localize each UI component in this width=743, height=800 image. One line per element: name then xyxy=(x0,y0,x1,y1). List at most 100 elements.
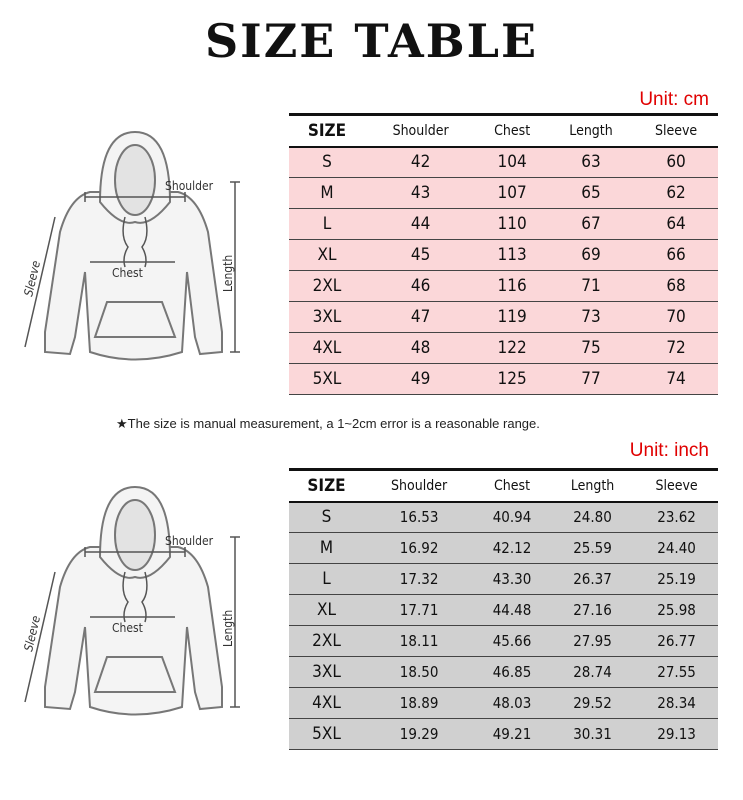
hoodie-diagram: Shoulder Chest Length Sleeve xyxy=(21,130,240,361)
value-cell: 27.95 xyxy=(549,625,636,657)
value-cell: 17.71 xyxy=(364,594,475,626)
hoodie-diagram-cm: Shoulder Chest Length Sleeve xyxy=(10,122,260,362)
column-header: Sleeve xyxy=(634,113,718,148)
value-cell: 75 xyxy=(547,332,635,364)
sleeve-label: Sleeve xyxy=(21,614,43,653)
column-header: SIZE xyxy=(289,468,365,503)
value-cell: 48 xyxy=(364,332,477,364)
value-cell: 25.19 xyxy=(635,563,718,595)
value-cell: 45 xyxy=(364,239,477,271)
value-cell: 27.16 xyxy=(549,594,636,626)
table-row: 5XL 19.29 49.21 30.31 29.13 xyxy=(289,718,718,750)
value-cell: 28.74 xyxy=(549,656,636,688)
value-cell: 104 xyxy=(476,146,548,178)
value-cell: 30.31 xyxy=(549,718,636,750)
value-cell: 18.89 xyxy=(364,687,475,719)
size-table-inch: SIZE Shoulder Chest Length Sleeve S 16.53 40.94… xyxy=(289,468,718,750)
value-cell: 43.30 xyxy=(474,563,550,595)
column-header: Length xyxy=(549,468,636,503)
value-cell: 48.03 xyxy=(474,687,550,719)
value-cell: 27.55 xyxy=(635,656,718,688)
column-header: Sleeve xyxy=(635,468,718,503)
column-header: Shoulder xyxy=(364,468,475,503)
value-cell: 26.37 xyxy=(549,563,636,595)
value-cell: 45.66 xyxy=(474,625,550,657)
value-cell: 44 xyxy=(364,208,477,240)
value-cell: 67 xyxy=(547,208,635,240)
chest-label: Chest xyxy=(112,621,143,635)
unit-label-inch: Unit: inch xyxy=(629,440,709,461)
size-cell: 3XL xyxy=(289,301,365,333)
table-row: XL 17.71 44.48 27.16 25.98 xyxy=(289,594,718,626)
value-cell: 122 xyxy=(476,332,548,364)
table-row: XL 45 113 69 66 xyxy=(289,239,718,271)
table-row: L 44 110 67 64 xyxy=(289,208,718,240)
value-cell: 24.40 xyxy=(635,532,718,564)
size-cell: M xyxy=(289,532,365,564)
value-cell: 64 xyxy=(634,208,718,240)
length-label: Length xyxy=(221,610,235,647)
table-row: L 17.32 43.30 26.37 25.19 xyxy=(289,563,718,595)
value-cell: 29.52 xyxy=(549,687,636,719)
value-cell: 110 xyxy=(476,208,548,240)
size-cell: S xyxy=(289,501,365,533)
size-table-cm: SIZE Shoulder Chest Length Sleeve S 42 104 63 60 M… xyxy=(289,113,718,395)
value-cell: 42 xyxy=(364,146,477,178)
value-cell: 28.34 xyxy=(635,687,718,719)
value-cell: 60 xyxy=(634,146,718,178)
value-cell: 16.92 xyxy=(364,532,475,564)
size-cell: XL xyxy=(289,594,365,626)
column-header: Chest xyxy=(474,468,550,503)
unit-label-cm: Unit: cm xyxy=(639,89,709,110)
table-row: M 43 107 65 62 xyxy=(289,177,718,209)
shoulder-label: Shoulder xyxy=(165,179,214,193)
value-cell: 25.98 xyxy=(635,594,718,626)
value-cell: 119 xyxy=(476,301,548,333)
sleeve-label: Sleeve xyxy=(21,259,43,298)
value-cell: 46.85 xyxy=(474,656,550,688)
value-cell: 29.13 xyxy=(635,718,718,750)
hoodie-diagram-inch: Shoulder Chest Length Sleeve xyxy=(10,477,260,717)
table-row: M 16.92 42.12 25.59 24.40 xyxy=(289,532,718,564)
value-cell: 107 xyxy=(476,177,548,209)
table-row: 4XL 48 122 75 72 xyxy=(289,332,718,364)
table-row: S 16.53 40.94 24.80 23.62 xyxy=(289,501,718,533)
value-cell: 19.29 xyxy=(364,718,475,750)
size-cell: 3XL xyxy=(289,656,365,688)
column-header: Chest xyxy=(476,113,548,148)
value-cell: 24.80 xyxy=(549,501,636,533)
value-cell: 70 xyxy=(634,301,718,333)
value-cell: 116 xyxy=(476,270,548,302)
value-cell: 65 xyxy=(547,177,635,209)
size-cell: M xyxy=(289,177,365,209)
header-row: SIZE Shoulder Chest Length Sleeve xyxy=(289,468,718,503)
size-cell: XL xyxy=(289,239,365,271)
value-cell: 18.50 xyxy=(364,656,475,688)
size-cell: 5XL xyxy=(289,718,365,750)
value-cell: 77 xyxy=(547,363,635,395)
value-cell: 62 xyxy=(634,177,718,209)
value-cell: 16.53 xyxy=(364,501,475,533)
value-cell: 125 xyxy=(476,363,548,395)
column-header: Shoulder xyxy=(364,113,477,148)
value-cell: 43 xyxy=(364,177,477,209)
size-cell: 2XL xyxy=(289,625,365,657)
shoulder-label: Shoulder xyxy=(165,534,214,548)
table-row: S 42 104 63 60 xyxy=(289,146,718,178)
value-cell: 25.59 xyxy=(549,532,636,564)
size-cell: S xyxy=(289,146,365,178)
size-cell: 4XL xyxy=(289,332,365,364)
table-row: 3XL 47 119 73 70 xyxy=(289,301,718,333)
table-row: 5XL 49 125 77 74 xyxy=(289,363,718,395)
value-cell: 46 xyxy=(364,270,477,302)
table-row: 4XL 18.89 48.03 29.52 28.34 xyxy=(289,687,718,719)
size-cell: 2XL xyxy=(289,270,365,302)
size-cell: 5XL xyxy=(289,363,365,395)
value-cell: 17.32 xyxy=(364,563,475,595)
length-label: Length xyxy=(221,255,235,292)
value-cell: 73 xyxy=(547,301,635,333)
value-cell: 42.12 xyxy=(474,532,550,564)
value-cell: 72 xyxy=(634,332,718,364)
value-cell: 66 xyxy=(634,239,718,271)
table-row: 2XL 46 116 71 68 xyxy=(289,270,718,302)
